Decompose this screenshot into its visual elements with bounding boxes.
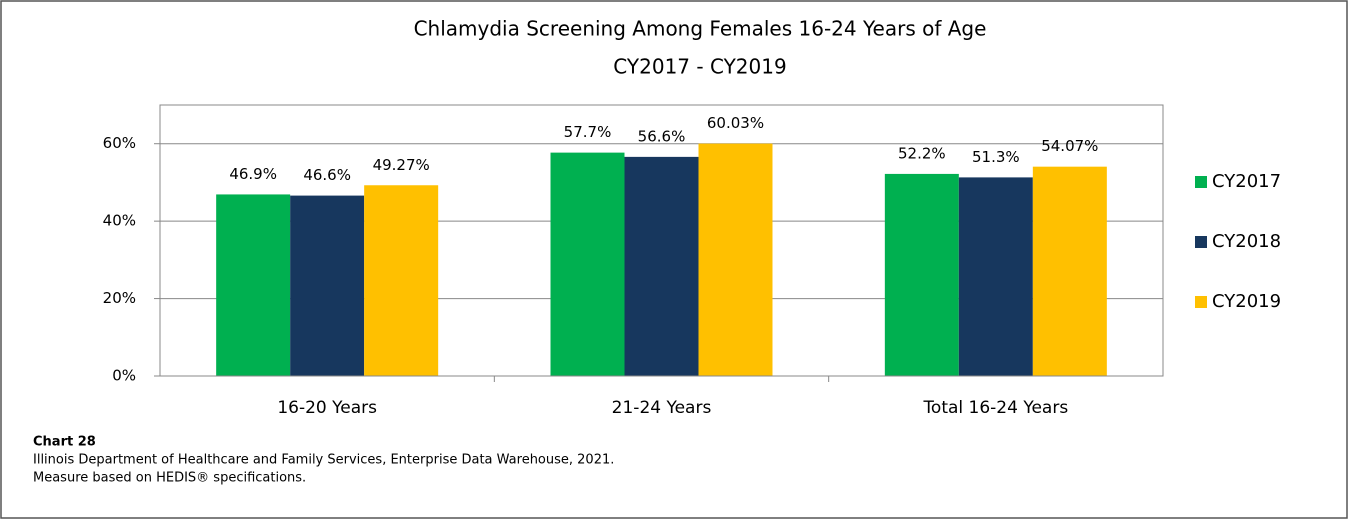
value-label: 57.7% [564, 123, 612, 141]
legend-swatch [1195, 296, 1207, 308]
source-line: Measure based on HEDIS® specifications. [33, 471, 306, 486]
chart-subtitle: CY2017 - CY2019 [613, 55, 786, 79]
legend-label: CY2018 [1212, 231, 1281, 252]
bar [1032, 166, 1107, 376]
bar [216, 194, 291, 376]
legend-swatch [1195, 176, 1207, 188]
bar [624, 156, 699, 376]
bar [958, 177, 1033, 376]
bar [550, 152, 625, 376]
value-label: 51.3% [972, 148, 1020, 166]
chart-title: Chlamydia Screening Among Females 16-24 … [414, 17, 987, 41]
y-tick-label: 20% [103, 289, 136, 307]
bar [884, 173, 959, 376]
chart-label: Chart 28 [33, 435, 96, 450]
x-tick-label: Total 16-24 Years [922, 398, 1068, 418]
y-tick-label: 60% [103, 134, 136, 152]
y-tick-label: 40% [103, 212, 136, 230]
value-label: 54.07% [1041, 137, 1098, 155]
x-tick-label: 16-20 Years [277, 398, 377, 418]
value-label: 49.27% [373, 156, 430, 174]
x-tick-label: 21-24 Years [612, 398, 712, 418]
value-label: 60.03% [707, 114, 764, 132]
source-line: Illinois Department of Healthcare and Fa… [33, 453, 614, 468]
bar [364, 185, 439, 376]
legend-label: CY2019 [1212, 291, 1281, 312]
bar [290, 195, 365, 376]
y-tick-label: 0% [112, 367, 136, 385]
value-label: 56.6% [638, 127, 686, 145]
legend-label: CY2017 [1212, 171, 1281, 192]
value-label: 46.9% [229, 165, 277, 183]
value-label: 52.2% [898, 144, 946, 162]
bar [698, 143, 773, 376]
value-label: 46.6% [303, 166, 351, 184]
legend-swatch [1195, 236, 1207, 248]
